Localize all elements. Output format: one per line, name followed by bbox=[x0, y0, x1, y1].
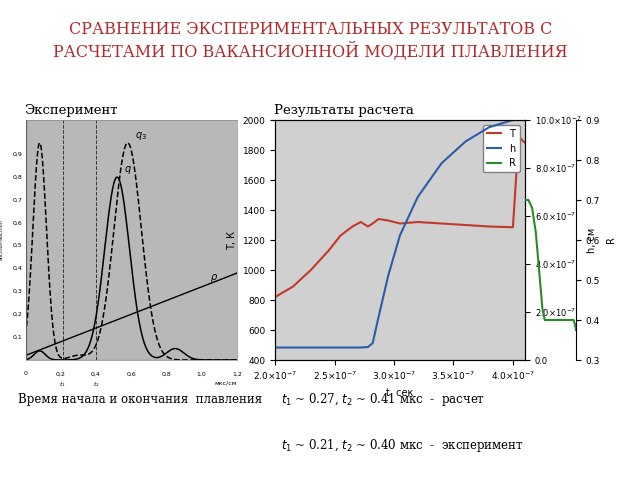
T bbox=[414, 219, 422, 225]
h bbox=[521, 117, 529, 123]
Line: h: h bbox=[275, 120, 525, 348]
Text: 0,4: 0,4 bbox=[12, 266, 22, 271]
Line: T: T bbox=[275, 135, 525, 297]
h bbox=[325, 345, 333, 350]
Text: абс/пол·абс/пол: абс/пол·абс/пол bbox=[0, 220, 3, 260]
X-axis label: t, сек: t, сек bbox=[387, 388, 413, 397]
Text: $t_2$: $t_2$ bbox=[93, 381, 99, 389]
T bbox=[337, 233, 344, 239]
T bbox=[515, 132, 523, 138]
h bbox=[485, 124, 493, 130]
Text: 0,1: 0,1 bbox=[12, 335, 22, 340]
Legend: T, h, R: T, h, R bbox=[483, 125, 520, 172]
T bbox=[521, 140, 529, 145]
h bbox=[517, 117, 525, 123]
T bbox=[289, 284, 297, 289]
Text: Результаты расчета: Результаты расчета bbox=[274, 104, 413, 117]
h bbox=[461, 139, 469, 144]
Text: $t_1$ ~ 0.21, $t_2$ ~ 0.40 мкс  -  эксперимент: $t_1$ ~ 0.21, $t_2$ ~ 0.40 мкс - экспери… bbox=[281, 437, 524, 454]
h bbox=[337, 345, 344, 350]
h bbox=[414, 194, 422, 200]
Text: 0,2: 0,2 bbox=[56, 372, 66, 376]
T bbox=[396, 221, 404, 227]
Y-axis label: R: R bbox=[605, 237, 616, 243]
T bbox=[517, 137, 525, 143]
h bbox=[384, 273, 392, 279]
Text: 1,0: 1,0 bbox=[196, 372, 207, 376]
Text: Время начала и окончания  плавления: Время начала и окончания плавления bbox=[19, 393, 262, 406]
h bbox=[271, 345, 279, 350]
T bbox=[307, 267, 315, 273]
Text: $q_3$: $q_3$ bbox=[135, 130, 147, 142]
T bbox=[485, 224, 493, 229]
Text: Эксперимент: Эксперимент bbox=[24, 104, 118, 117]
T bbox=[375, 216, 383, 222]
h bbox=[509, 117, 516, 123]
Y-axis label: h, см: h, см bbox=[587, 228, 596, 252]
Text: 0,5: 0,5 bbox=[12, 243, 22, 248]
T bbox=[461, 222, 469, 228]
Text: 0,3: 0,3 bbox=[12, 289, 22, 294]
Text: 1,2: 1,2 bbox=[232, 372, 242, 376]
T bbox=[509, 224, 516, 230]
Text: $\rho$: $\rho$ bbox=[211, 272, 218, 284]
h bbox=[396, 232, 404, 238]
T bbox=[384, 217, 392, 223]
Text: 0,8: 0,8 bbox=[12, 175, 22, 180]
T bbox=[349, 224, 356, 229]
Text: 21: 21 bbox=[617, 440, 634, 453]
Text: $t_1$ ~ 0.27, $t_2$ ~ 0.41 мкс  -  расчет: $t_1$ ~ 0.27, $t_2$ ~ 0.41 мкс - расчет bbox=[281, 391, 485, 408]
T bbox=[364, 224, 372, 229]
h bbox=[289, 345, 297, 350]
Text: 0,6: 0,6 bbox=[126, 372, 136, 376]
Text: 0,9: 0,9 bbox=[12, 152, 22, 157]
h bbox=[307, 345, 315, 350]
Text: СРАВНЕНИЕ ЭКСПЕРИМЕНТАЛЬНЫХ РЕЗУЛЬТАТОВ С
РАСЧЕТАМИ ПО ВАКАНСИОННОЙ МОДЕЛИ ПЛАВЛ: СРАВНЕНИЕ ЭКСПЕРИМЕНТАЛЬНЫХ РЕЗУЛЬТАТОВ … bbox=[53, 21, 568, 60]
T bbox=[357, 219, 365, 225]
h bbox=[357, 345, 365, 350]
T bbox=[369, 221, 376, 227]
h bbox=[364, 344, 372, 350]
Text: мкс/см: мкс/см bbox=[214, 381, 237, 385]
Text: 0: 0 bbox=[24, 372, 28, 376]
Text: 0,2: 0,2 bbox=[12, 312, 22, 317]
h bbox=[349, 345, 356, 350]
T bbox=[271, 294, 279, 300]
Text: 0,4: 0,4 bbox=[91, 372, 101, 376]
T bbox=[438, 221, 445, 227]
Text: 0,8: 0,8 bbox=[161, 372, 172, 376]
h bbox=[369, 340, 376, 346]
Text: 0,6: 0,6 bbox=[12, 220, 22, 225]
Text: 0,7: 0,7 bbox=[12, 197, 22, 203]
T bbox=[325, 248, 333, 253]
Y-axis label: T, К: T, К bbox=[227, 230, 237, 250]
h bbox=[375, 314, 383, 320]
h bbox=[515, 117, 523, 123]
Text: $q$: $q$ bbox=[124, 164, 132, 176]
Text: $t_1$: $t_1$ bbox=[59, 381, 66, 389]
h bbox=[438, 160, 445, 166]
